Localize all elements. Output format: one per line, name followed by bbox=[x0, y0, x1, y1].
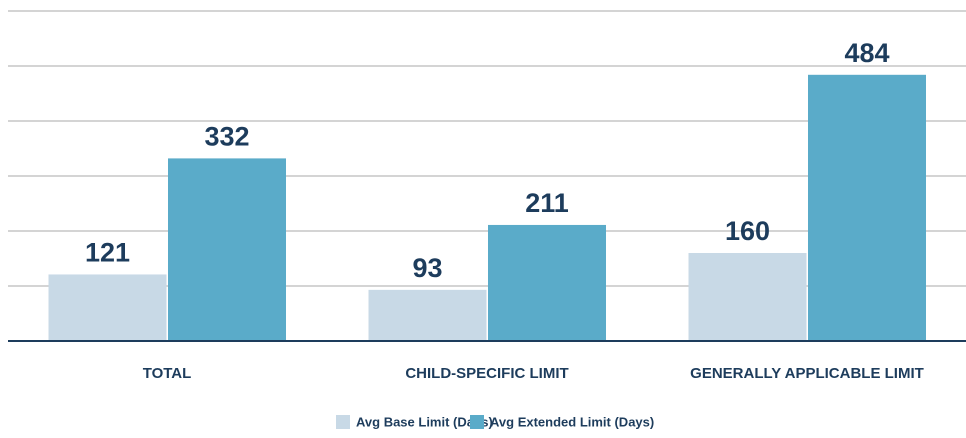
bar bbox=[688, 253, 807, 341]
data-label: 160 bbox=[725, 216, 770, 246]
bar bbox=[808, 74, 926, 342]
legend-label: Avg Extended Limit (Days) bbox=[490, 414, 654, 429]
bar bbox=[368, 289, 487, 341]
legend-label: Avg Base Limit (Days) bbox=[356, 414, 493, 429]
legend-swatch bbox=[470, 415, 484, 429]
data-label: 211 bbox=[525, 188, 569, 218]
bar bbox=[168, 158, 286, 341]
data-label: 332 bbox=[204, 122, 249, 152]
bar bbox=[488, 224, 606, 341]
x-tick-label: TOTAL bbox=[143, 365, 192, 382]
x-tick-label: CHILD-SPECIFIC LIMIT bbox=[405, 365, 568, 382]
data-label: 93 bbox=[412, 253, 442, 283]
data-label: 484 bbox=[844, 38, 889, 68]
data-label: 121 bbox=[85, 238, 130, 268]
x-tick-label: GENERALLY APPLICABLE LIMIT bbox=[690, 365, 924, 382]
legend-swatch bbox=[336, 415, 350, 429]
bar bbox=[48, 274, 167, 341]
